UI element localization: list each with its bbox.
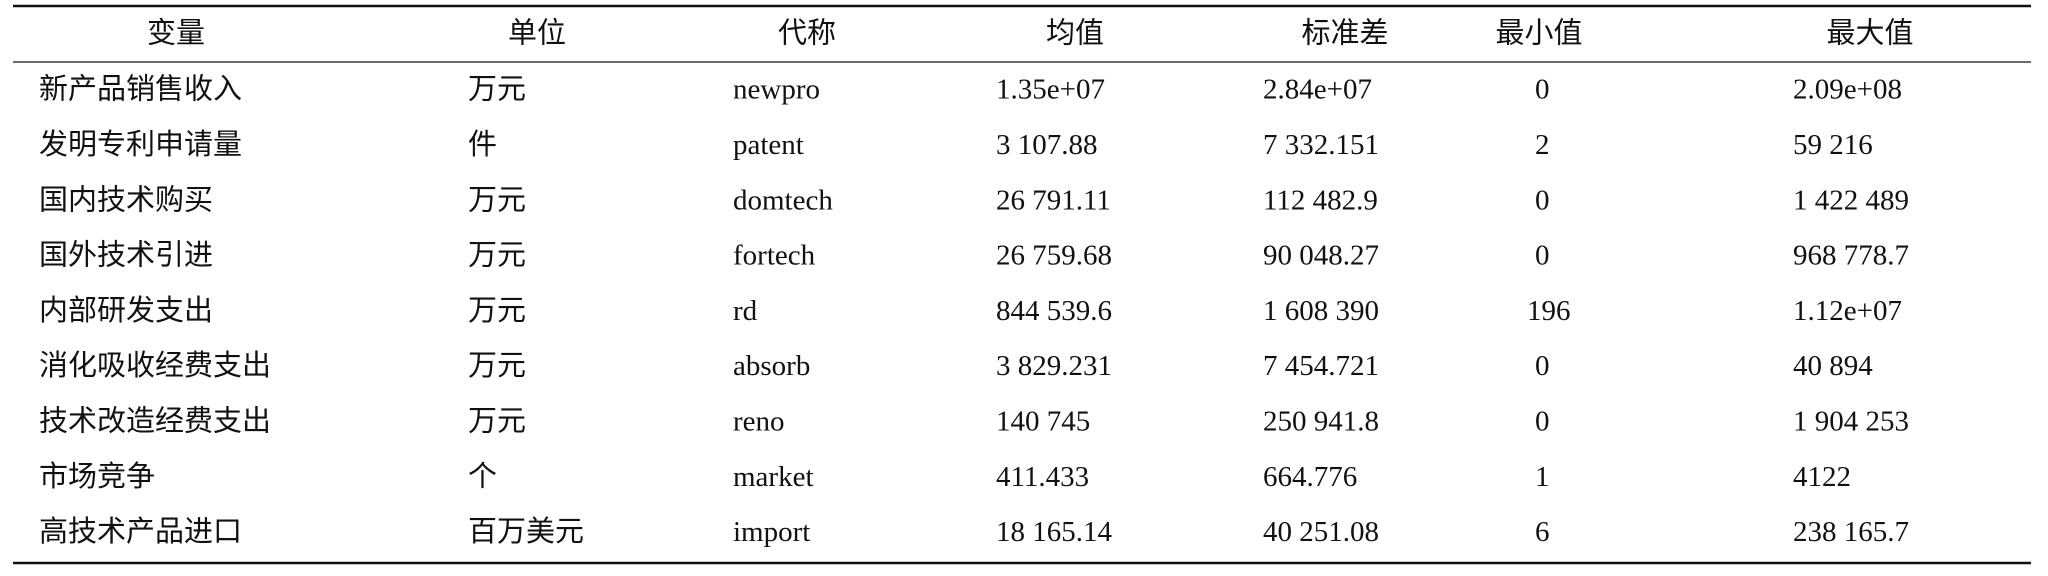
- column-header: 变量: [147, 17, 205, 50]
- cell: 1.12e+07: [1793, 295, 1902, 327]
- cell: newpro: [733, 74, 820, 106]
- cell: 6: [1535, 516, 1550, 548]
- cell: 1 422 489: [1793, 184, 1909, 216]
- cell: 市场竞争: [39, 460, 155, 493]
- cell: 1.35e+07: [996, 74, 1105, 106]
- cell: 40 894: [1793, 350, 1873, 382]
- cell: 3 829.231: [996, 350, 1112, 382]
- cell: fortech: [733, 240, 816, 272]
- cell: 国外技术引进: [39, 239, 213, 272]
- cell: 万元: [468, 350, 526, 382]
- cell: 0: [1535, 240, 1550, 272]
- cell: 3 107.88: [996, 129, 1098, 161]
- cell: 国内技术购买: [39, 183, 213, 216]
- cell: 万元: [468, 184, 526, 216]
- column-header: 单位: [508, 17, 566, 50]
- cell: 26 791.11: [996, 184, 1111, 216]
- cell: 196: [1527, 295, 1571, 327]
- cell: 2.84e+07: [1263, 74, 1372, 106]
- cell: 1 904 253: [1793, 405, 1909, 437]
- cell: 59 216: [1793, 129, 1873, 161]
- cell: 0: [1535, 74, 1550, 106]
- cell: 26 759.68: [996, 240, 1112, 272]
- cell: 消化吸收经费支出: [39, 349, 271, 382]
- cell: 0: [1535, 184, 1550, 216]
- cell: 90 048.27: [1263, 240, 1379, 272]
- cell: 7 332.151: [1263, 129, 1379, 161]
- cell: 238 165.7: [1793, 516, 1909, 548]
- cell: 内部研发支出: [39, 294, 213, 327]
- cell: 0: [1535, 350, 1550, 382]
- cell: reno: [733, 405, 785, 437]
- cell: 个: [468, 461, 497, 493]
- cell: 140 745: [996, 405, 1090, 437]
- cell: 高技术产品进口: [39, 515, 242, 548]
- cell: 0: [1535, 405, 1550, 437]
- cell: 664.776: [1263, 461, 1357, 493]
- cell: rd: [733, 295, 758, 327]
- cell: 411.433: [996, 461, 1089, 493]
- column-header: 代称: [778, 17, 836, 50]
- cell: absorb: [733, 350, 810, 382]
- column-header: 最大值: [1826, 17, 1913, 50]
- cell: 发明专利申请量: [39, 128, 242, 161]
- cell: domtech: [733, 184, 833, 216]
- cell: 万元: [468, 74, 526, 106]
- cell: 万元: [468, 405, 526, 437]
- cell: 1 608 390: [1263, 295, 1379, 327]
- column-header: 最小值: [1495, 17, 1582, 50]
- cell: 2: [1535, 129, 1550, 161]
- cell: 技术改造经费支出: [39, 404, 271, 437]
- cell: 新产品销售收入: [39, 73, 242, 106]
- cell: 2.09e+08: [1793, 74, 1902, 106]
- cell: 250 941.8: [1263, 405, 1379, 437]
- cell: 40 251.08: [1263, 516, 1379, 548]
- cell: import: [733, 516, 810, 548]
- cell: 7 454.721: [1263, 350, 1379, 382]
- column-header: 标准差: [1301, 17, 1388, 50]
- cell: 百万美元: [468, 515, 584, 548]
- cell: 844 539.6: [996, 295, 1112, 327]
- cell: 112 482.9: [1263, 184, 1378, 216]
- cell: 万元: [468, 240, 526, 272]
- cell: 1: [1535, 461, 1550, 493]
- cell: 万元: [468, 295, 526, 327]
- column-header: 均值: [1046, 17, 1104, 50]
- cell: 968 778.7: [1793, 240, 1909, 272]
- cell: 件: [468, 128, 497, 161]
- cell: 4122: [1793, 461, 1851, 493]
- cell: market: [733, 461, 814, 493]
- cell: 18 165.14: [996, 516, 1113, 548]
- cell: patent: [733, 129, 804, 161]
